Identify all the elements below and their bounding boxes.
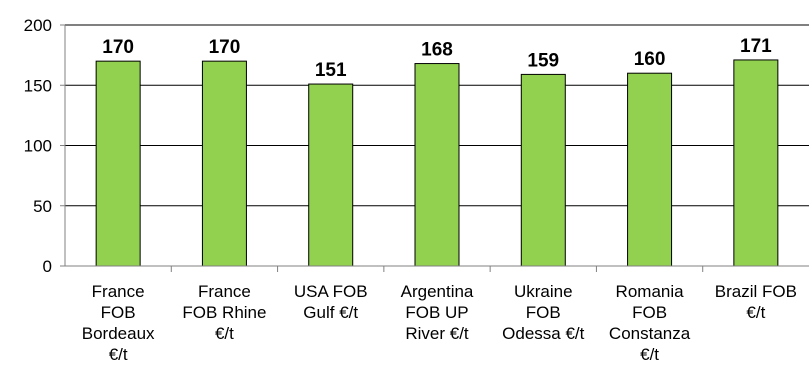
- bar: [308, 83, 354, 267]
- bar: [520, 73, 566, 267]
- data-label: 151: [315, 60, 347, 81]
- x-tick-label-line: France: [92, 282, 145, 301]
- x-tick-label-line: FOB: [632, 303, 667, 322]
- x-tick-label-line: Romania: [616, 282, 685, 301]
- y-tick-label: 50: [33, 197, 52, 216]
- x-tick-label-line: FOB: [101, 303, 136, 322]
- x-tick-label-line: Odessa €/t: [502, 324, 584, 343]
- x-tick-label-line: €/t: [746, 303, 765, 322]
- x-tick-label-line: FOB: [526, 303, 561, 322]
- bar: [733, 59, 779, 267]
- x-tick-label-line: Argentina: [401, 282, 474, 301]
- axes: [64, 25, 809, 267]
- y-tick-label: 0: [43, 257, 52, 276]
- x-tick-label-line: Ukraine: [514, 282, 573, 301]
- x-tick-label-line: Constanza: [609, 324, 691, 343]
- data-label: 170: [209, 37, 241, 58]
- bars: [95, 59, 779, 267]
- y-tick-label: 200: [24, 16, 52, 35]
- y-tick-label: 100: [24, 137, 52, 156]
- x-tick-label-line: FOB Rhine: [182, 303, 266, 322]
- x-tick-label-line: €/t: [640, 345, 659, 364]
- x-tick-label: Romania FOB Constanza €/t: [609, 282, 691, 364]
- y-tick-label: 150: [24, 76, 52, 95]
- x-tick-label: Brazil FOB €/t: [715, 282, 797, 322]
- x-tick-label-line: €/t: [109, 345, 128, 364]
- data-label: 168: [421, 40, 453, 61]
- data-labels: 170 170 151 168 159 160 171: [102, 36, 772, 81]
- x-tick-labels: France FOB Bordeaux €/t France FOB Rhine €/t US…: [82, 266, 797, 364]
- x-tick-label-line: France: [198, 282, 251, 301]
- x-tick-label-line: River €/t: [405, 324, 469, 343]
- bar: [414, 63, 460, 267]
- x-tick-label-line: FOB UP: [405, 303, 468, 322]
- bar: [95, 60, 141, 267]
- data-label: 171: [740, 36, 772, 57]
- bar: [627, 72, 673, 267]
- x-tick-label-line: Gulf €/t: [303, 303, 358, 322]
- x-tick-label: Argentina FOB UP River €/t: [401, 282, 474, 343]
- x-tick-label-line: USA FOB: [294, 282, 368, 301]
- x-tick-label: France FOB Bordeaux €/t: [82, 282, 155, 364]
- x-tick-label: Ukraine FOB Odessa €/t: [502, 282, 584, 343]
- data-label: 170: [102, 37, 134, 58]
- y-tick-labels: 0 50 100 150 200: [24, 16, 65, 276]
- bar: [201, 60, 247, 267]
- x-tick-label: USA FOB Gulf €/t: [294, 282, 368, 322]
- x-tick-label-line: Bordeaux: [82, 324, 155, 343]
- x-tick-label-line: Brazil FOB: [715, 282, 797, 301]
- data-label: 159: [527, 50, 559, 71]
- x-tick-label: France FOB Rhine €/t: [182, 282, 266, 343]
- data-label: 160: [634, 49, 666, 70]
- x-tick-label-line: €/t: [215, 324, 234, 343]
